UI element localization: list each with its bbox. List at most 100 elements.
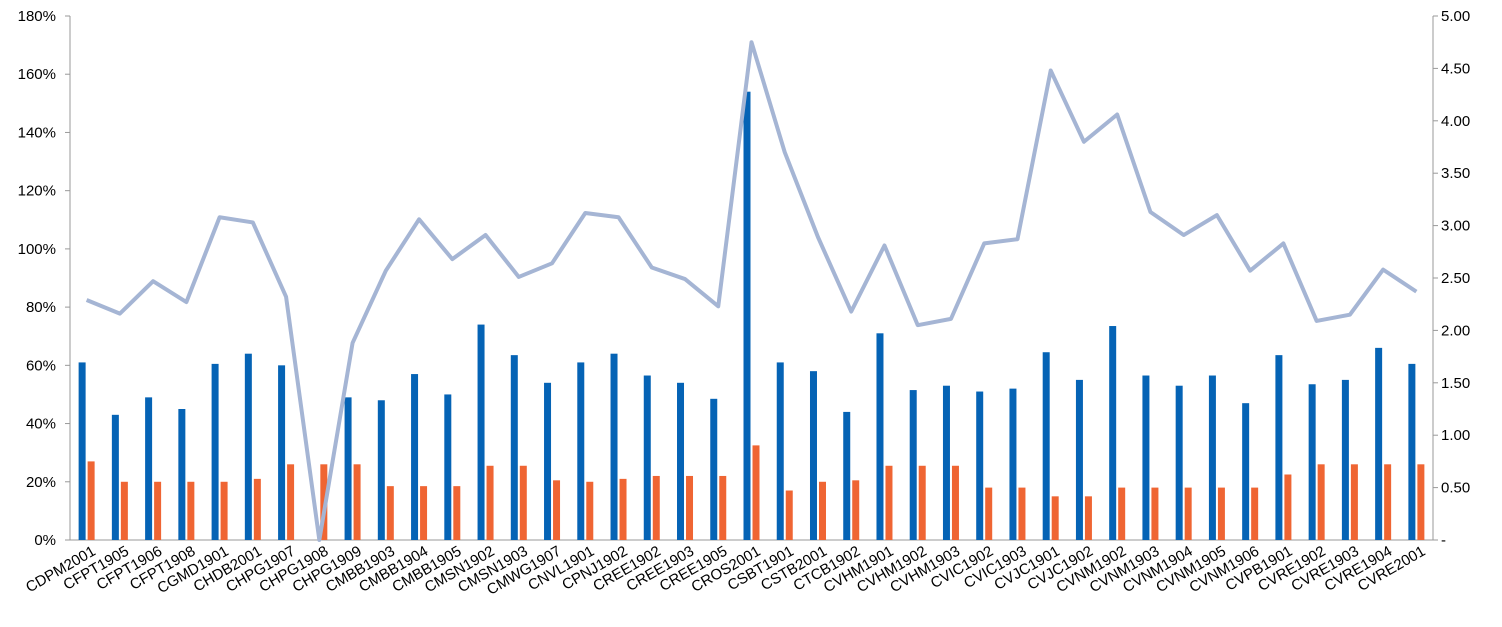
line <box>85 40 1418 542</box>
y2-tick-label: - <box>1441 532 1446 549</box>
y2-tick-label: 3.00 <box>1441 218 1470 235</box>
bar <box>1175 385 1183 540</box>
bar <box>942 385 950 540</box>
bar <box>486 465 494 540</box>
bar <box>818 481 826 540</box>
bar <box>619 478 627 540</box>
bar <box>1350 464 1358 540</box>
bar <box>244 353 252 540</box>
bar <box>1251 487 1259 540</box>
y2-tick-label: 4.50 <box>1441 60 1470 77</box>
y-tick-label: 20% <box>26 474 56 491</box>
bar <box>876 333 884 540</box>
y-tick-label: 60% <box>26 357 56 374</box>
bar <box>1184 487 1192 540</box>
bar <box>776 362 784 540</box>
bar <box>1208 375 1216 540</box>
bar <box>1018 487 1026 540</box>
y2-tick-label: 1.00 <box>1441 427 1470 444</box>
bar <box>444 394 452 540</box>
bar <box>187 481 195 540</box>
y-tick-label: 100% <box>18 241 56 258</box>
bar <box>1384 464 1392 540</box>
bar <box>1075 379 1083 540</box>
bar <box>586 481 594 540</box>
bar <box>120 481 128 540</box>
bar <box>420 486 428 540</box>
bar <box>353 464 361 540</box>
bar <box>885 465 893 540</box>
bar <box>145 397 153 540</box>
bar <box>577 362 585 540</box>
bar <box>852 480 860 540</box>
bar <box>610 353 618 540</box>
bar <box>453 486 461 540</box>
bar <box>1142 375 1150 540</box>
bar <box>477 324 485 540</box>
y-tick-label: 40% <box>26 416 56 433</box>
bar <box>344 397 352 540</box>
bar <box>652 475 660 540</box>
y-tick-label: 0% <box>34 532 56 549</box>
bar <box>918 465 926 540</box>
y2-tick-label: 1.50 <box>1441 375 1470 392</box>
bar <box>178 409 186 540</box>
bar <box>377 400 385 540</box>
bar <box>1118 487 1126 540</box>
bar <box>951 465 959 540</box>
bar <box>785 490 793 540</box>
bar <box>253 478 261 540</box>
bar <box>1317 464 1325 540</box>
bar <box>1217 487 1225 540</box>
y2-tick-label: 5.00 <box>1441 8 1470 25</box>
bar <box>386 486 394 540</box>
y2-tick-label: 2.50 <box>1441 270 1470 287</box>
bar <box>278 365 286 540</box>
bar <box>1084 496 1092 540</box>
bar <box>752 445 760 540</box>
bar <box>211 363 219 540</box>
bar <box>719 475 727 540</box>
bar <box>909 390 917 540</box>
bar <box>743 91 751 540</box>
bar <box>1284 474 1292 540</box>
bar <box>1275 355 1283 540</box>
y2-tick-label: 2.00 <box>1441 322 1470 339</box>
bar <box>220 481 228 540</box>
bar <box>1308 384 1316 540</box>
bar <box>544 382 552 540</box>
bar <box>843 411 851 540</box>
bar <box>1375 347 1383 540</box>
bar <box>1051 496 1059 540</box>
bar <box>643 375 651 540</box>
y2-tick-label: 0.50 <box>1441 480 1470 497</box>
bar <box>287 464 295 540</box>
bar <box>553 480 561 540</box>
y2-tick-label: 3.50 <box>1441 165 1470 182</box>
bar <box>1151 487 1159 540</box>
bar <box>1042 352 1050 540</box>
bar <box>809 371 817 540</box>
bar <box>985 487 993 540</box>
bar <box>111 414 119 540</box>
bar <box>686 475 694 540</box>
y-tick-label: 140% <box>18 124 56 141</box>
bar <box>1109 326 1117 540</box>
y-tick-label: 180% <box>18 8 56 25</box>
bar <box>519 465 527 540</box>
bar <box>1417 464 1425 540</box>
bar <box>411 374 419 540</box>
bar <box>154 481 162 540</box>
bar <box>78 362 86 540</box>
bar <box>976 391 984 540</box>
y-tick-label: 80% <box>26 299 56 316</box>
bar <box>677 382 685 540</box>
y-tick-label: 120% <box>18 183 56 200</box>
bar <box>710 398 718 540</box>
bar <box>1408 363 1416 540</box>
bar <box>1009 388 1017 540</box>
bar <box>1242 403 1250 540</box>
bar <box>87 461 95 540</box>
bar <box>510 355 518 540</box>
